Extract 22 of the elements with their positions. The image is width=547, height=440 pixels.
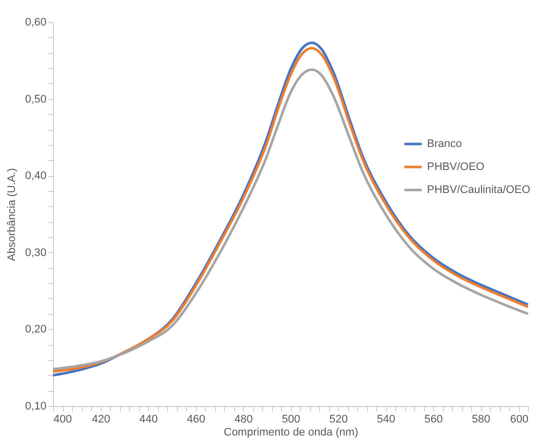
x-tick-label: 580: [472, 414, 490, 426]
y-axis-title: Absorbância (U.A.): [6, 168, 18, 261]
y-tick-label: 0,20: [25, 324, 46, 336]
x-tick-label: 400: [54, 414, 72, 426]
legend-label: PHBV/Caulinita/OEO: [427, 184, 531, 196]
y-tick-label: 0,60: [25, 16, 46, 28]
x-tick-label: 480: [234, 414, 253, 426]
x-tick-label: 560: [424, 414, 443, 426]
y-tick-label: 0,30: [25, 246, 46, 259]
x-tick-label: 440: [139, 414, 158, 426]
y-tick-label: 0,50: [25, 93, 46, 106]
x-tick-label: 460: [186, 414, 206, 426]
x-axis-title: Comprimento de onda (nm): [224, 426, 358, 438]
y-tick-label: 0,40: [25, 170, 46, 182]
x-tick-label: 500: [282, 414, 300, 426]
x-tick-label: 540: [376, 414, 396, 426]
x-tick-label: 420: [92, 414, 110, 426]
legend-label: PHBV/OEO: [427, 161, 485, 173]
x-tick-label: 600: [510, 414, 528, 426]
y-tick-label: 0,10: [25, 400, 46, 412]
legend-label: Branco: [427, 138, 462, 150]
x-tick-label: 520: [329, 414, 348, 426]
